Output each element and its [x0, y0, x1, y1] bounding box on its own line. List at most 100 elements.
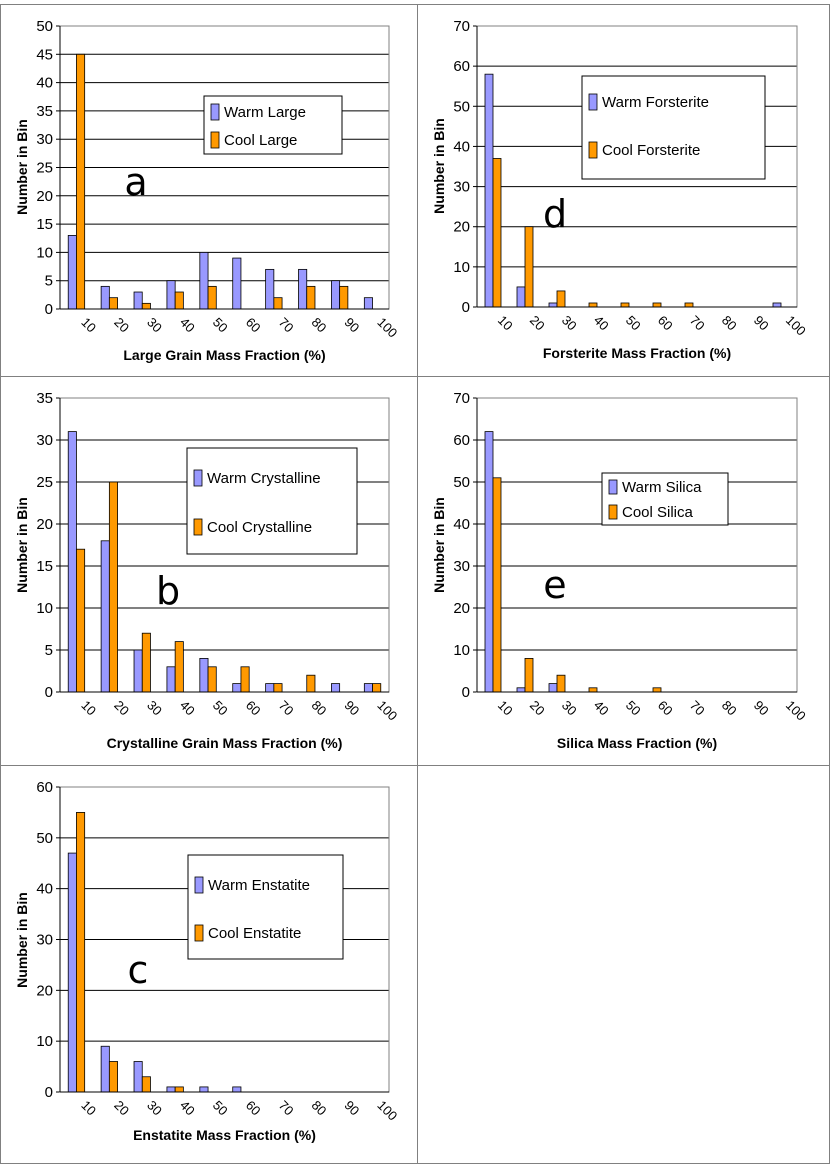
bar-cool — [492, 158, 502, 308]
bar-warm — [199, 1086, 209, 1093]
x-tick-label: 30 — [144, 1098, 165, 1119]
chart-panel-a: 0 5 10 15 20 25 30 35 40 45 50 10 20 30 40 50 60 70 80 90 10… — [14, 18, 400, 363]
y-axis-title: Number in Bin — [14, 497, 30, 593]
legend-label: Warm Enstatite — [208, 877, 310, 894]
bar-cool — [207, 666, 217, 693]
bar-cool — [108, 481, 118, 693]
bar-cool — [174, 291, 184, 310]
bar-warm — [516, 286, 526, 308]
y-tick-label: 70 — [453, 390, 470, 407]
x-tick-label: 20 — [527, 698, 548, 719]
x-tick-label: 60 — [243, 315, 264, 336]
y-tick-label: 45 — [36, 46, 53, 63]
x-tick-label: 80 — [309, 1098, 330, 1119]
bar-warm — [67, 235, 77, 310]
x-tick-label: 50 — [210, 315, 231, 336]
y-tick-label: 30 — [36, 131, 53, 148]
legend-label: Warm Silica — [622, 479, 702, 496]
bar-cool — [524, 658, 534, 693]
bar-cool — [556, 290, 566, 308]
x-axis-title: Enstatite Mass Fraction (%) — [133, 1127, 316, 1143]
y-tick-label: 10 — [453, 259, 470, 276]
y-tick-label: 5 — [45, 273, 53, 290]
y-tick-label: 35 — [36, 390, 53, 407]
x-axis-title: Large Grain Mass Fraction (%) — [123, 347, 325, 363]
bar-warm — [67, 431, 77, 693]
bar-warm — [265, 683, 275, 693]
y-tick-label: 20 — [36, 188, 53, 205]
y-tick-label: 50 — [36, 18, 53, 35]
bar-cool — [588, 302, 598, 308]
legend: Warm Crystalline Cool Crystalline — [186, 447, 358, 555]
x-tick-label: 70 — [276, 1098, 297, 1119]
x-tick-label: 30 — [144, 698, 165, 719]
y-tick-label: 50 — [36, 830, 53, 847]
bar-cool — [372, 683, 382, 693]
bar-warm — [67, 852, 77, 1093]
y-tick-label: 10 — [453, 642, 470, 659]
y-tick-label: 25 — [36, 160, 53, 177]
legend-swatch-warm — [210, 103, 220, 121]
bar-warm — [166, 1086, 176, 1093]
x-tick-label: 40 — [177, 315, 198, 336]
x-tick-label: 100 — [374, 1098, 400, 1124]
bar-cool — [339, 285, 349, 310]
y-axis-title: Number in Bin — [14, 892, 30, 988]
y-tick-label: 30 — [453, 558, 470, 575]
x-tick-label: 80 — [309, 698, 330, 719]
x-tick-label: 50 — [210, 698, 231, 719]
plot-area — [477, 398, 797, 692]
x-tick-label: 90 — [342, 315, 363, 336]
bar-cool — [174, 641, 184, 693]
panel-letter: e — [543, 563, 566, 607]
x-tick-label: 90 — [751, 698, 772, 719]
y-tick-label: 20 — [453, 219, 470, 236]
x-tick-label: 50 — [210, 1098, 231, 1119]
y-tick-label: 35 — [36, 103, 53, 120]
x-tick-label: 40 — [591, 698, 612, 719]
x-tick-label: 20 — [111, 315, 132, 336]
legend-label: Cool Crystalline — [207, 519, 312, 536]
y-tick-label: 10 — [36, 600, 53, 617]
bar-cool — [524, 226, 534, 308]
y-axis-title: Number in Bin — [14, 119, 30, 215]
bar-warm — [298, 268, 308, 310]
bar-cool — [141, 302, 151, 310]
legend-box — [187, 854, 344, 960]
bar-cool — [620, 302, 630, 308]
bar-warm — [516, 687, 526, 693]
y-tick-label: 50 — [453, 474, 470, 491]
legend-swatch-warm — [193, 469, 203, 487]
bar-warm — [133, 291, 143, 310]
legend-label: Cool Silica — [622, 504, 694, 521]
bar-warm — [199, 251, 209, 310]
y-tick-label: 5 — [45, 642, 53, 659]
legend-box — [581, 75, 766, 180]
x-tick-label: 20 — [111, 698, 132, 719]
legend-box — [601, 472, 729, 526]
bar-warm — [166, 280, 176, 310]
x-tick-label: 70 — [276, 698, 297, 719]
y-tick-label: 60 — [36, 779, 53, 796]
y-tick-label: 60 — [453, 432, 470, 449]
x-axis-title: Forsterite Mass Fraction (%) — [543, 345, 731, 361]
x-axis-title: Silica Mass Fraction (%) — [557, 735, 717, 751]
x-tick-label: 40 — [177, 1098, 198, 1119]
panel-letter: b — [156, 569, 180, 613]
legend-swatch-cool — [194, 924, 204, 942]
x-tick-label: 80 — [309, 315, 330, 336]
x-tick-label: 90 — [342, 1098, 363, 1119]
y-tick-label: 30 — [453, 179, 470, 196]
legend-label: Cool Enstatite — [208, 925, 301, 942]
bar-warm — [772, 302, 782, 308]
y-tick-label: 10 — [36, 1033, 53, 1050]
bar-cool — [652, 687, 662, 693]
bar-cool — [141, 1076, 151, 1093]
bar-cool — [273, 683, 283, 693]
x-tick-label: 10 — [78, 315, 99, 336]
y-tick-label: 30 — [36, 932, 53, 949]
bar-cool — [207, 285, 217, 310]
x-tick-label: 10 — [78, 1098, 99, 1119]
bar-cool — [652, 302, 662, 308]
